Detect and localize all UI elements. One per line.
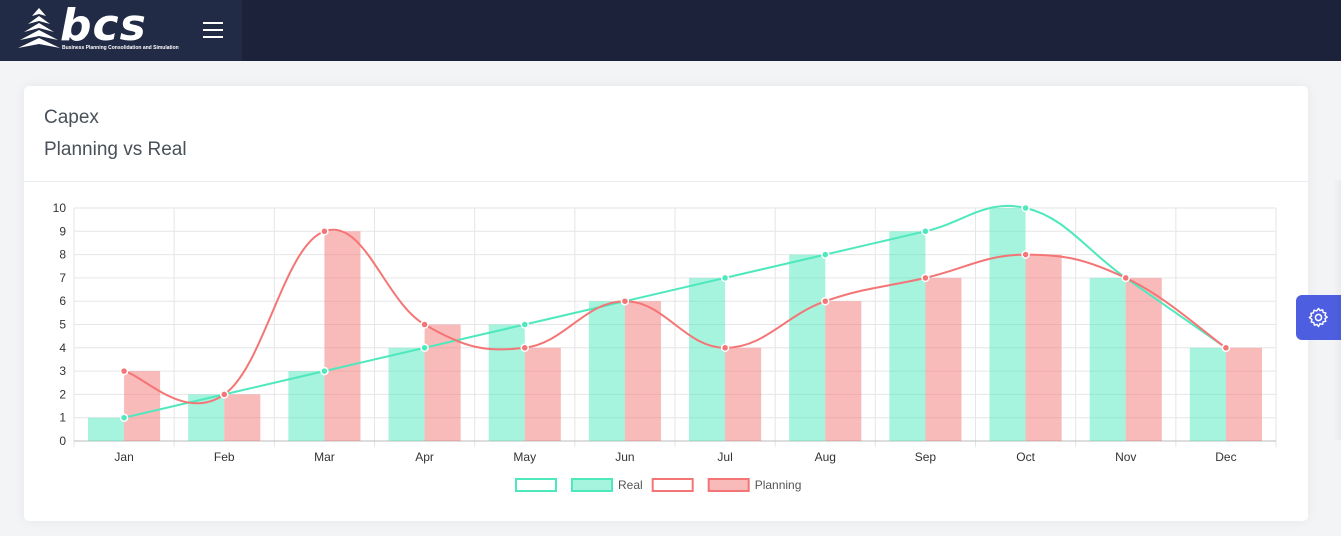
point-real [420, 343, 429, 353]
brand-area[interactable]: bcs Business Planning Consolidation and … [0, 0, 242, 61]
y-tick-label: 2 [59, 387, 66, 401]
capex-chart: 0 1 2 3 4 5 6 7 8 9 10 Jan Feb Mar Apr May Jun Jul Aug Sep O… [53, 201, 1277, 492]
point-planning [1221, 343, 1231, 353]
bar-real [889, 231, 926, 441]
x-tick-label: Aug [815, 450, 836, 464]
point-planning [320, 227, 329, 236]
x-tick-label: Jul [717, 450, 732, 464]
bar-planning [725, 347, 762, 441]
y-tick-label: 10 [53, 201, 67, 215]
x-tick-label: Feb [214, 450, 235, 464]
point-planning [821, 296, 830, 306]
legend-swatch [707, 478, 750, 492]
point-planning [1121, 273, 1130, 283]
y-tick-label: 9 [59, 224, 66, 238]
x-tick-label: Sep [915, 450, 937, 464]
legend-swatch [571, 478, 613, 492]
point-real [320, 366, 329, 376]
legend-swatch [515, 478, 557, 492]
gear-icon [1308, 307, 1328, 328]
logo-tagline: Business Planning Consolidation and Simu… [62, 45, 179, 51]
y-tick-label: 7 [59, 271, 66, 285]
x-tick-label: Nov [1115, 450, 1136, 464]
point-planning [520, 343, 529, 353]
bar-planning [1225, 347, 1262, 441]
bar-real [1189, 347, 1226, 441]
legend-label: Real [618, 478, 643, 492]
point-real [520, 320, 529, 329]
bar-real [1089, 277, 1126, 441]
x-tick-label: Jan [114, 450, 133, 464]
y-tick-label: 1 [59, 411, 66, 425]
x-tick-label: May [513, 450, 536, 464]
point-real [720, 273, 730, 283]
y-tick-label: 3 [59, 364, 66, 378]
y-tick-label: 5 [59, 318, 66, 332]
bar-planning [1025, 254, 1062, 441]
bar-real [388, 347, 425, 441]
bar-real [689, 277, 726, 441]
bar-real [288, 371, 325, 441]
bar-real [488, 324, 525, 441]
settings-button[interactable] [1296, 295, 1341, 340]
bar-real [88, 417, 125, 441]
bar-planning [324, 231, 361, 441]
x-tick-label: Jun [615, 450, 634, 464]
logo-text: bcs [60, 0, 147, 51]
logo-icon [18, 8, 60, 48]
card-title: Capex [44, 107, 99, 128]
bar-real [588, 301, 625, 441]
bar-real [789, 254, 826, 441]
y-tick-label: 8 [59, 248, 66, 262]
x-tick-label: Dec [1215, 450, 1236, 464]
point-real [921, 227, 930, 236]
point-real [821, 250, 830, 259]
y-tick-label: 4 [59, 341, 66, 355]
bar-planning [624, 301, 661, 441]
top-navbar: bcs Business Planning Consolidation and … [0, 0, 1341, 61]
x-tick-label: Oct [1016, 450, 1035, 464]
legend-swatch [651, 478, 694, 492]
x-tick-label: Apr [415, 450, 434, 464]
point-real [119, 413, 129, 422]
series-line-real [123, 204, 1227, 419]
bar-planning [925, 277, 962, 441]
x-tick-label: Mar [314, 450, 335, 464]
card-subtitle: Planning vs Real [44, 139, 187, 160]
point-planning [220, 390, 229, 399]
bar-planning [1125, 277, 1162, 441]
point-planning [1021, 250, 1030, 259]
card-header: Capex Planning vs Real [24, 86, 1308, 182]
point-real [1021, 203, 1030, 213]
y-tick-label: 0 [59, 434, 66, 448]
bar-real [989, 208, 1026, 441]
bar-planning [224, 394, 261, 441]
y-tick-label: 6 [59, 294, 66, 308]
legend-label: Planning [755, 478, 802, 492]
bar-planning [524, 347, 561, 441]
point-planning [921, 273, 930, 283]
hamburger-menu-icon[interactable] [199, 16, 227, 44]
point-planning [720, 343, 730, 353]
point-planning [620, 296, 630, 306]
page-edge [1333, 180, 1341, 440]
point-planning [119, 366, 129, 376]
point-planning [420, 320, 429, 329]
bar-planning [124, 371, 161, 441]
bar-planning [825, 301, 862, 441]
chart-card: Capex Planning vs Real 0 1 2 3 4 5 6 7 8 9 10 Jan Fe… [24, 86, 1308, 521]
bar-planning [424, 324, 461, 441]
